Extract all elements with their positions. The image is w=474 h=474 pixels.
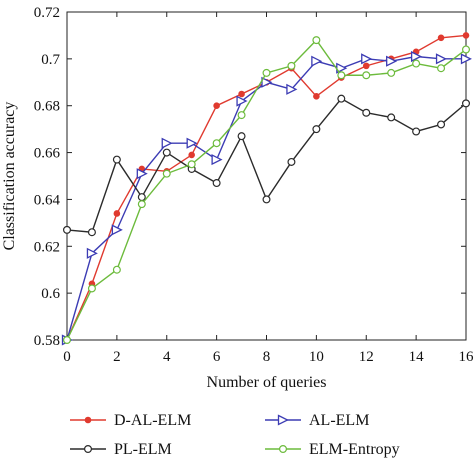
series-elm-entropy	[62, 36, 471, 345]
legend-swatch-marker	[277, 414, 289, 426]
y-tick-label: 0.72	[34, 5, 60, 21]
data-point-elm-entropy	[462, 45, 471, 54]
data-point-elm-entropy	[62, 336, 71, 345]
data-point-pl-elm	[437, 120, 446, 129]
y-tick-label: 0.64	[34, 192, 61, 208]
data-point-pl-elm	[337, 94, 346, 103]
legend-swatch-marker	[83, 445, 92, 454]
data-point-elm-entropy	[237, 111, 246, 120]
y-axis-label: Classification accuracy	[1, 102, 18, 251]
data-point-pl-elm	[62, 225, 71, 234]
y-tick-label: 0.7	[41, 52, 60, 68]
series-layer	[61, 32, 472, 346]
x-tick-label: 6	[213, 349, 221, 365]
data-point-pl-elm	[362, 108, 371, 117]
data-point-al-elm	[410, 50, 423, 63]
data-point-elm-entropy	[162, 169, 171, 178]
data-point-elm-entropy	[112, 265, 121, 274]
data-point-elm-entropy	[412, 59, 421, 68]
data-point-pl-elm	[312, 125, 321, 134]
legend: D-AL-ELM AL-ELM PL-ELM ELM-Entropy	[70, 412, 400, 458]
legend-label: ELM-Entropy	[309, 441, 400, 458]
data-point-d-al-elm	[188, 151, 195, 159]
data-point-al-elm	[460, 53, 472, 65]
y-tick-label: 0.66	[34, 146, 61, 162]
data-point-pl-elm	[287, 157, 296, 166]
data-point-al-elm	[111, 224, 123, 236]
x-tick-label: 0	[63, 349, 71, 365]
data-point-pl-elm	[212, 179, 221, 188]
data-point-elm-entropy	[137, 200, 146, 209]
x-tick-label: 2	[113, 349, 121, 365]
x-axis-label: Number of queries	[207, 374, 327, 391]
data-point-elm-entropy	[437, 64, 446, 73]
legend-swatch-marker	[279, 445, 288, 454]
data-point-al-elm	[361, 53, 373, 65]
x-tick-label: 8	[263, 349, 271, 365]
data-point-elm-entropy	[362, 71, 371, 80]
y-tick-label: 0.6	[41, 286, 60, 302]
data-point-elm-entropy	[87, 284, 96, 293]
data-point-al-elm	[236, 95, 248, 107]
data-point-pl-elm	[462, 99, 471, 108]
series-d-al-elm	[63, 32, 470, 344]
data-point-d-al-elm	[362, 62, 370, 70]
data-point-d-al-elm	[213, 102, 220, 110]
x-tick-label: 4	[163, 349, 171, 365]
legend-label: D-AL-ELM	[114, 412, 191, 429]
data-point-d-al-elm	[313, 93, 320, 100]
data-point-pl-elm	[387, 113, 396, 122]
series-al-elm	[61, 50, 472, 346]
axes: 0 2 4 6 8 10 12 14 16 0.58 0.6 0.62 0.64 0.66 0.68 0.7 0…	[34, 5, 474, 365]
data-point-d-al-elm	[113, 210, 121, 217]
data-point-al-elm	[435, 53, 448, 65]
x-tick-label: 10	[309, 349, 324, 365]
data-point-al-elm	[161, 137, 173, 149]
legend-item-pl-elm: PL-ELM	[70, 441, 172, 458]
data-point-pl-elm	[237, 132, 246, 141]
data-point-pl-elm	[112, 155, 121, 164]
data-point-al-elm	[186, 137, 198, 149]
data-point-pl-elm	[137, 193, 146, 202]
data-point-elm-entropy	[387, 68, 396, 77]
legend-swatch-marker	[84, 416, 92, 424]
plot-frame	[66, 11, 467, 341]
data-point-pl-elm	[412, 127, 421, 136]
data-point-elm-entropy	[312, 36, 321, 45]
data-point-al-elm	[211, 154, 223, 166]
x-tick-label: 12	[359, 349, 374, 365]
x-tick-label: 16	[459, 349, 474, 365]
data-point-d-al-elm	[462, 32, 470, 39]
data-point-elm-entropy	[187, 160, 196, 169]
data-point-pl-elm	[162, 148, 171, 157]
y-tick-label: 0.68	[34, 99, 60, 115]
data-point-elm-entropy	[337, 71, 346, 80]
legend-label: PL-ELM	[114, 441, 172, 458]
data-point-d-al-elm	[437, 34, 445, 42]
legend-item-al-elm: AL-ELM	[265, 412, 369, 429]
y-tick-label: 0.58	[34, 333, 60, 349]
legend-item-elm-entropy: ELM-Entropy	[265, 441, 400, 458]
data-point-al-elm	[386, 55, 398, 67]
data-point-al-elm	[286, 83, 298, 95]
data-point-al-elm	[311, 55, 323, 67]
data-point-pl-elm	[87, 228, 96, 237]
x-tick-label: 14	[409, 349, 425, 365]
y-tick-label: 0.62	[34, 239, 60, 255]
legend-item-d-al-elm: D-AL-ELM	[70, 412, 191, 429]
data-point-al-elm	[86, 247, 98, 259]
data-point-al-elm	[136, 168, 148, 180]
legend-label: AL-ELM	[309, 412, 369, 429]
series-line-pl-elm	[66, 97, 467, 233]
data-point-elm-entropy	[287, 61, 296, 70]
data-point-elm-entropy	[212, 139, 221, 148]
data-point-elm-entropy	[262, 68, 271, 77]
series-pl-elm	[62, 94, 471, 237]
data-point-d-al-elm	[238, 90, 245, 98]
data-point-pl-elm	[262, 195, 271, 204]
data-point-al-elm	[261, 76, 273, 88]
